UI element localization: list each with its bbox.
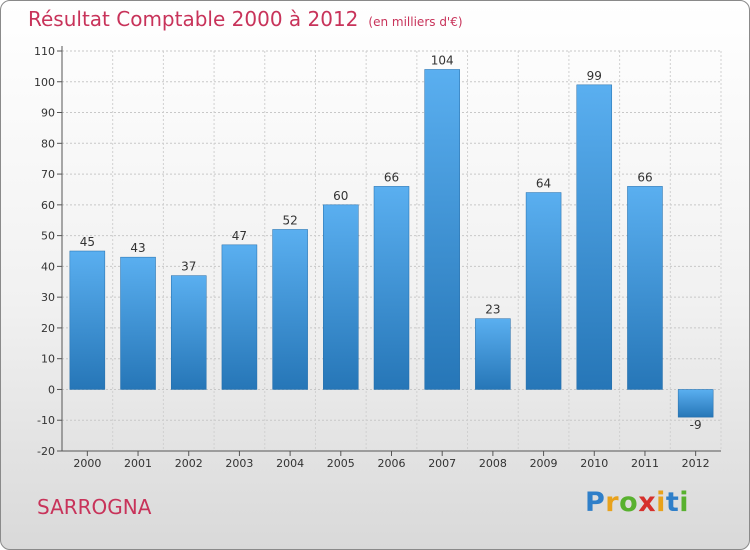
bar-2001	[120, 256, 156, 390]
data-label: 43	[130, 241, 145, 255]
y-tick-label: 100	[34, 76, 55, 89]
x-tick-label: 2007	[428, 457, 456, 470]
x-tick-label: 2001	[124, 457, 152, 470]
bar-2006	[373, 186, 410, 390]
logo-letter: x	[638, 487, 657, 518]
y-tick-label: 70	[41, 168, 55, 181]
y-tick-label: 60	[41, 199, 55, 212]
x-tick-label: 2000	[73, 457, 101, 470]
y-tick-label: 50	[41, 230, 55, 243]
logo-letter: P	[585, 487, 606, 518]
x-tick-label: 2002	[175, 457, 203, 470]
x-tick-label: 2008	[479, 457, 507, 470]
bar-2004	[272, 229, 308, 390]
commune-name: SARROGNA	[37, 495, 152, 519]
data-label: 64	[536, 177, 551, 191]
x-tick-label: 2006	[378, 457, 406, 470]
bar-2002	[170, 275, 207, 390]
bar-2003	[221, 244, 258, 390]
bar-2010	[576, 84, 613, 390]
x-tick-label: 2010	[580, 457, 608, 470]
chart-title: Résultat Comptable 2000 à 2012 (en millie…	[28, 7, 463, 31]
data-label: 60	[333, 189, 348, 203]
data-label: 23	[485, 303, 500, 317]
y-tick-label: 90	[41, 107, 55, 120]
x-tick-label: 2005	[327, 457, 355, 470]
logo-letter: t	[665, 487, 680, 518]
y-tick-label: -10	[37, 414, 55, 427]
y-tick-label: 40	[41, 260, 55, 273]
bar-2008	[475, 318, 511, 390]
axes	[57, 46, 721, 456]
y-tick-label: 0	[48, 383, 55, 396]
bar-2005	[323, 204, 359, 390]
data-label: 47	[232, 229, 247, 243]
chart-subtitle: (en milliers d'€)	[368, 15, 463, 29]
x-tick-label: 2003	[225, 457, 253, 470]
bar-2012	[677, 389, 714, 418]
logo-letter: o	[619, 487, 639, 518]
data-label: -9	[690, 418, 702, 432]
bar-2011	[627, 186, 663, 390]
y-tick-label: 30	[41, 291, 55, 304]
labels: -20 -10 0 10 20 30 40 50 60 70 80 90 100 110 45 2000 43 2…	[34, 45, 710, 470]
bar-2007	[424, 69, 460, 390]
data-label: 66	[384, 170, 399, 184]
bars	[69, 69, 714, 418]
data-label: 104	[431, 53, 454, 67]
data-label: 99	[587, 69, 602, 83]
data-label: 66	[637, 170, 652, 184]
logo-letter: r	[605, 487, 620, 518]
proxiti-logo: Proxiti	[585, 487, 689, 518]
bar-2009	[525, 192, 562, 390]
x-tick-label: 2011	[631, 457, 659, 470]
x-tick-label: 2004	[276, 457, 304, 470]
y-tick-label: 10	[41, 353, 55, 366]
data-label: 45	[80, 235, 95, 249]
logo-letter: i	[656, 487, 666, 518]
y-tick-label: 20	[41, 322, 55, 335]
y-tick-label: 80	[41, 137, 55, 150]
x-tick-label: 2012	[682, 457, 710, 470]
bar-2000	[69, 250, 106, 390]
data-label: 52	[282, 213, 297, 227]
data-label: 37	[181, 260, 196, 274]
y-tick-label: -20	[37, 445, 55, 458]
logo-letter: i	[679, 487, 690, 518]
x-tick-label: 2009	[530, 457, 558, 470]
y-tick-label: 110	[34, 45, 55, 58]
